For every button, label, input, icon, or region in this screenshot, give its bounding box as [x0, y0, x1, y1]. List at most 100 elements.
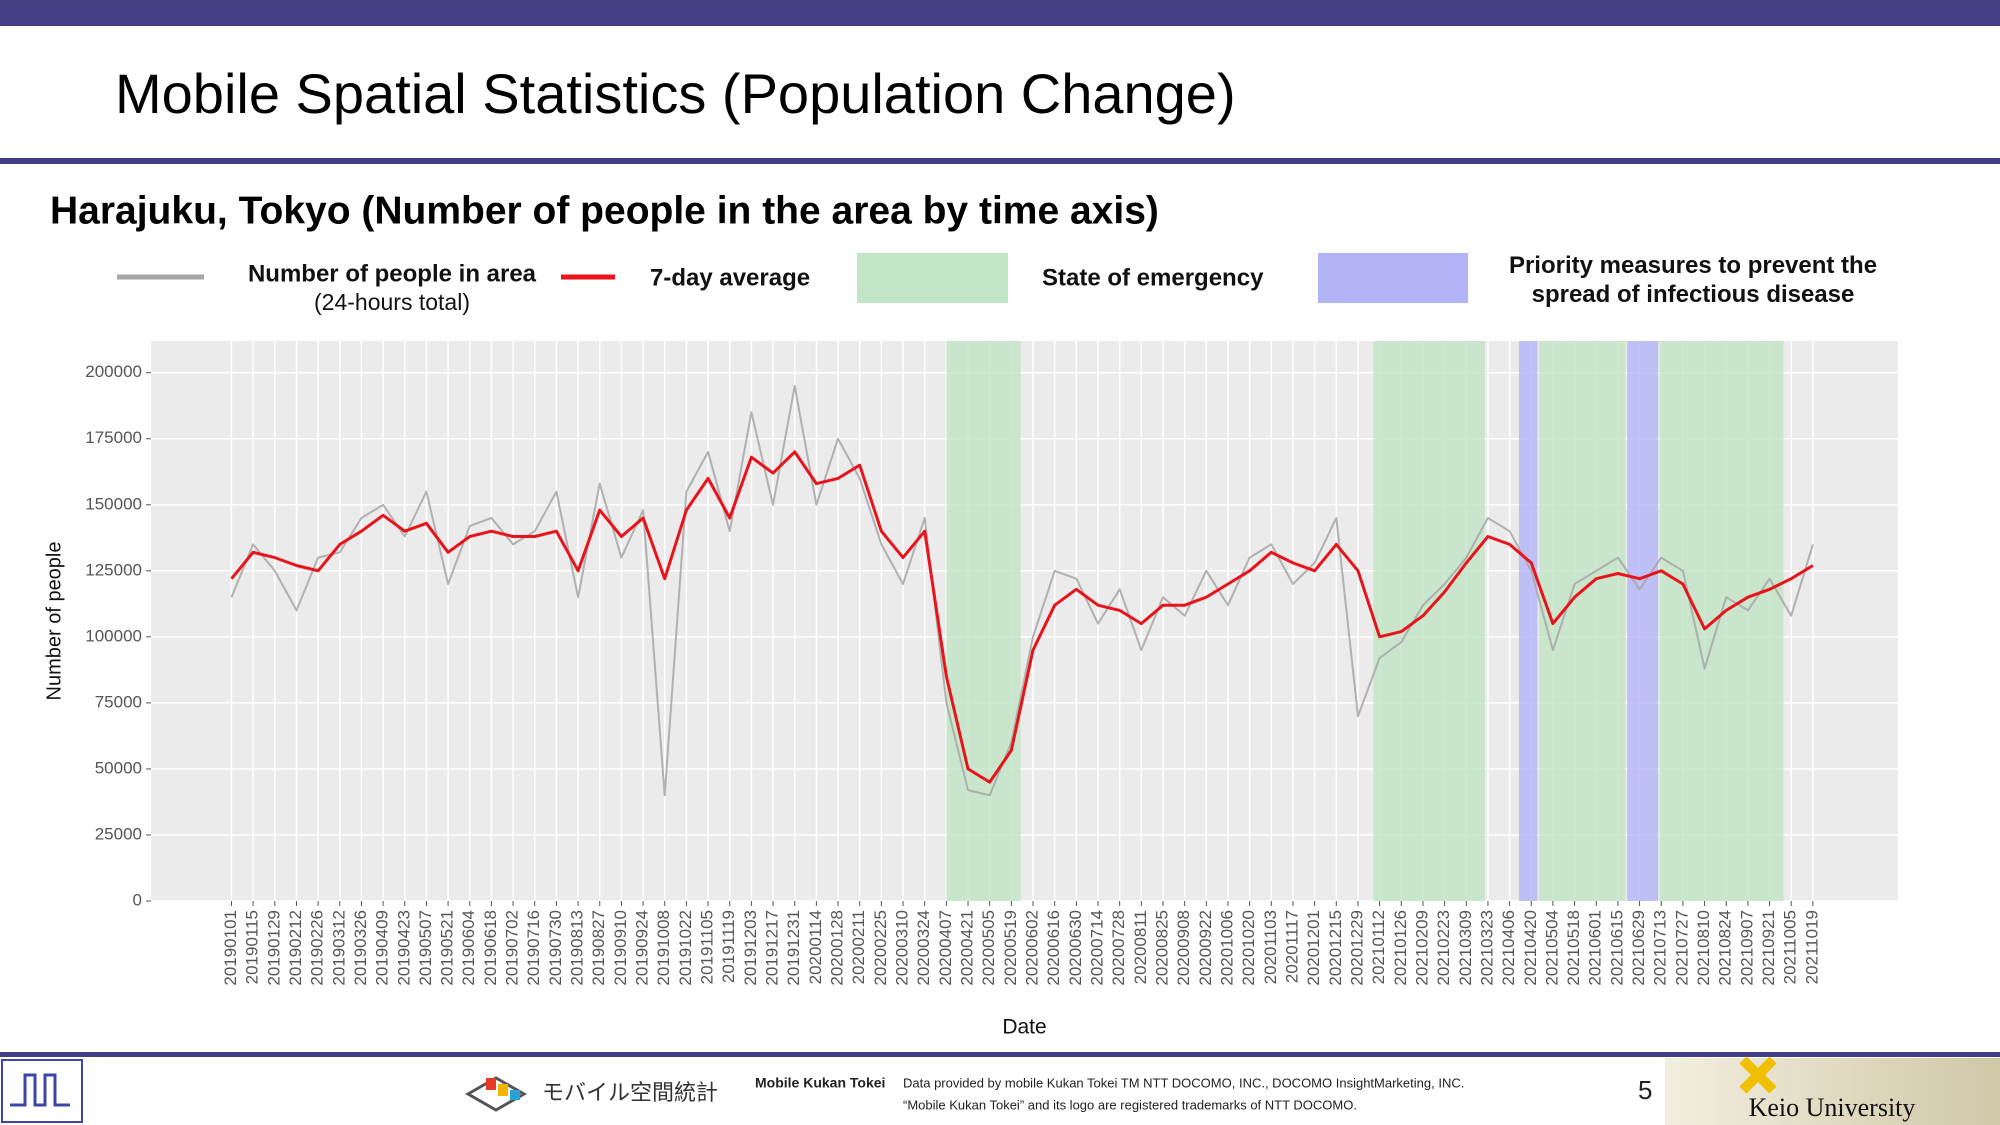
span-band: [1659, 341, 1784, 901]
x-tick-label: 20191217: [763, 910, 782, 986]
x-tick-label: 20200630: [1066, 910, 1085, 986]
footer-credit: Data provided by mobile Kukan Tokei TM N…: [903, 1075, 1464, 1090]
title-rule: [0, 158, 2000, 164]
y-tick-label: 50000: [95, 758, 142, 777]
footer-credit: “Mobile Kukan Tokei” and its logo are re…: [903, 1097, 1357, 1112]
span-band: [1518, 341, 1538, 901]
x-tick-label: 20200211: [849, 910, 868, 984]
legend-swatch: [857, 253, 1008, 303]
x-tick-label: 20190827: [589, 910, 608, 986]
x-tick-label: 20210126: [1391, 910, 1410, 986]
x-tick-label: 20200825: [1152, 910, 1171, 986]
x-tick-label: 20201229: [1347, 910, 1366, 986]
x-tick-label: 20191203: [741, 910, 760, 986]
legend-label: 7-day average: [650, 264, 810, 291]
legend-label: State of emergency: [1042, 264, 1264, 291]
footer-brand: Mobile Kukan Tokei: [755, 1075, 885, 1091]
x-tick-label: 20200714: [1087, 910, 1106, 986]
footer-logo-text: モバイル空間統計: [542, 1080, 718, 1105]
daily-line: [230, 384, 1814, 797]
average-line: [230, 450, 1814, 784]
x-tick-label: 20210907: [1737, 910, 1756, 986]
x-tick-label: 20200407: [936, 910, 955, 986]
logo-box: [1, 1059, 83, 1123]
keio-emblem: [1739, 1056, 1777, 1094]
x-tick-label: 20201006: [1217, 910, 1236, 986]
x-tick-label: 20201020: [1239, 910, 1258, 986]
y-tick-label: 150000: [85, 494, 142, 513]
x-tick-label: 20190409: [373, 910, 392, 986]
footer-rule: [0, 1052, 2000, 1057]
x-tick-label: 20200128: [828, 910, 847, 986]
x-tick-label: 20200616: [1044, 910, 1063, 986]
legend-sublabel: (24-hours total): [314, 289, 470, 315]
legend-label: Priority measures to prevent the: [1509, 252, 1877, 279]
x-tick-label: 20200519: [1001, 910, 1020, 986]
x-tick-label: 20210209: [1412, 910, 1431, 986]
x-tick-label: 20210518: [1564, 910, 1583, 986]
logo-glyph: [10, 1073, 70, 1107]
university-name: Keio University: [1749, 1093, 1916, 1122]
x-tick-label: 20201103: [1261, 910, 1280, 984]
x-tick-label: 20191231: [784, 910, 803, 986]
x-tick-label: 20211005: [1781, 910, 1800, 984]
x-tick-label: 20190507: [416, 910, 435, 986]
x-tick-label: 20210629: [1629, 910, 1648, 986]
y-axis-title: Number of people: [43, 542, 65, 701]
y-tick-label: 75000: [95, 692, 142, 711]
chart-title: Harajuku, Tokyo (Number of people in the…: [50, 189, 1159, 232]
x-tick-label: 20210112: [1369, 910, 1388, 984]
x-tick-label: 20201215: [1326, 910, 1345, 986]
y-tick-label: 200000: [85, 362, 142, 381]
legend-label: spread of infectious disease: [1532, 281, 1855, 308]
x-tick-label: 20191008: [654, 910, 673, 986]
x-tick-label: 20200114: [806, 910, 825, 984]
x-tick-label: 20210309: [1456, 910, 1475, 986]
legend-swatch: [1318, 253, 1468, 303]
slide-title: Mobile Spatial Statistics (Population Ch…: [115, 62, 1236, 125]
x-tick-label: 20200505: [979, 910, 998, 986]
x-tick-label: 20201117: [1282, 910, 1301, 983]
docomo-logo: [464, 1076, 528, 1112]
x-tick-label: 20210406: [1499, 910, 1518, 986]
x-tick-label: 20191022: [676, 910, 695, 986]
x-tick-label: 20190101: [221, 910, 240, 986]
x-tick-label: 20210504: [1542, 910, 1561, 986]
x-tick-label: 20210810: [1694, 910, 1713, 986]
x-tick-label: 20190521: [438, 910, 457, 986]
x-tick-label: 20190924: [633, 910, 652, 986]
x-tick-label: 20210323: [1477, 910, 1496, 986]
legend-label: Number of people in area: [248, 260, 537, 287]
x-tick-label: 20210223: [1434, 910, 1453, 986]
span-band: [1627, 341, 1659, 901]
x-tick-label: 20190115: [243, 910, 262, 984]
x-tick-label: 20200421: [958, 910, 977, 986]
x-tick-label: 20191119: [719, 910, 738, 983]
top-bar: [0, 0, 2000, 26]
x-tick-label: 20210921: [1759, 910, 1778, 986]
y-tick-label: 0: [133, 890, 142, 909]
x-axis-title: Date: [1002, 1016, 1046, 1039]
x-tick-label: 20191105: [698, 910, 717, 984]
x-tick-label: 20210824: [1716, 910, 1735, 986]
span-band: [946, 341, 1021, 901]
x-tick-label: 20200310: [893, 910, 912, 986]
x-tick-label: 20200324: [914, 910, 933, 986]
x-tick-label: 20200922: [1196, 910, 1215, 986]
logo-block: [510, 1090, 520, 1100]
y-tick-label: 100000: [85, 626, 142, 645]
x-tick-label: 20210713: [1651, 910, 1670, 986]
x-tick-label: 20190423: [394, 910, 413, 986]
x-tick-label: 20190604: [459, 910, 478, 986]
x-tick-label: 20190716: [524, 910, 543, 986]
x-tick-label: 20190730: [546, 910, 565, 986]
x-tick-label: 20190910: [611, 910, 630, 986]
logo-block: [498, 1084, 508, 1096]
x-tick-label: 20200811: [1131, 910, 1150, 984]
logo-block: [486, 1078, 496, 1090]
x-tick-label: 20190618: [481, 910, 500, 986]
x-tick-label: 20190326: [351, 910, 370, 986]
x-tick-label: 20200602: [1022, 910, 1041, 986]
x-tick-label: 20200728: [1109, 910, 1128, 986]
